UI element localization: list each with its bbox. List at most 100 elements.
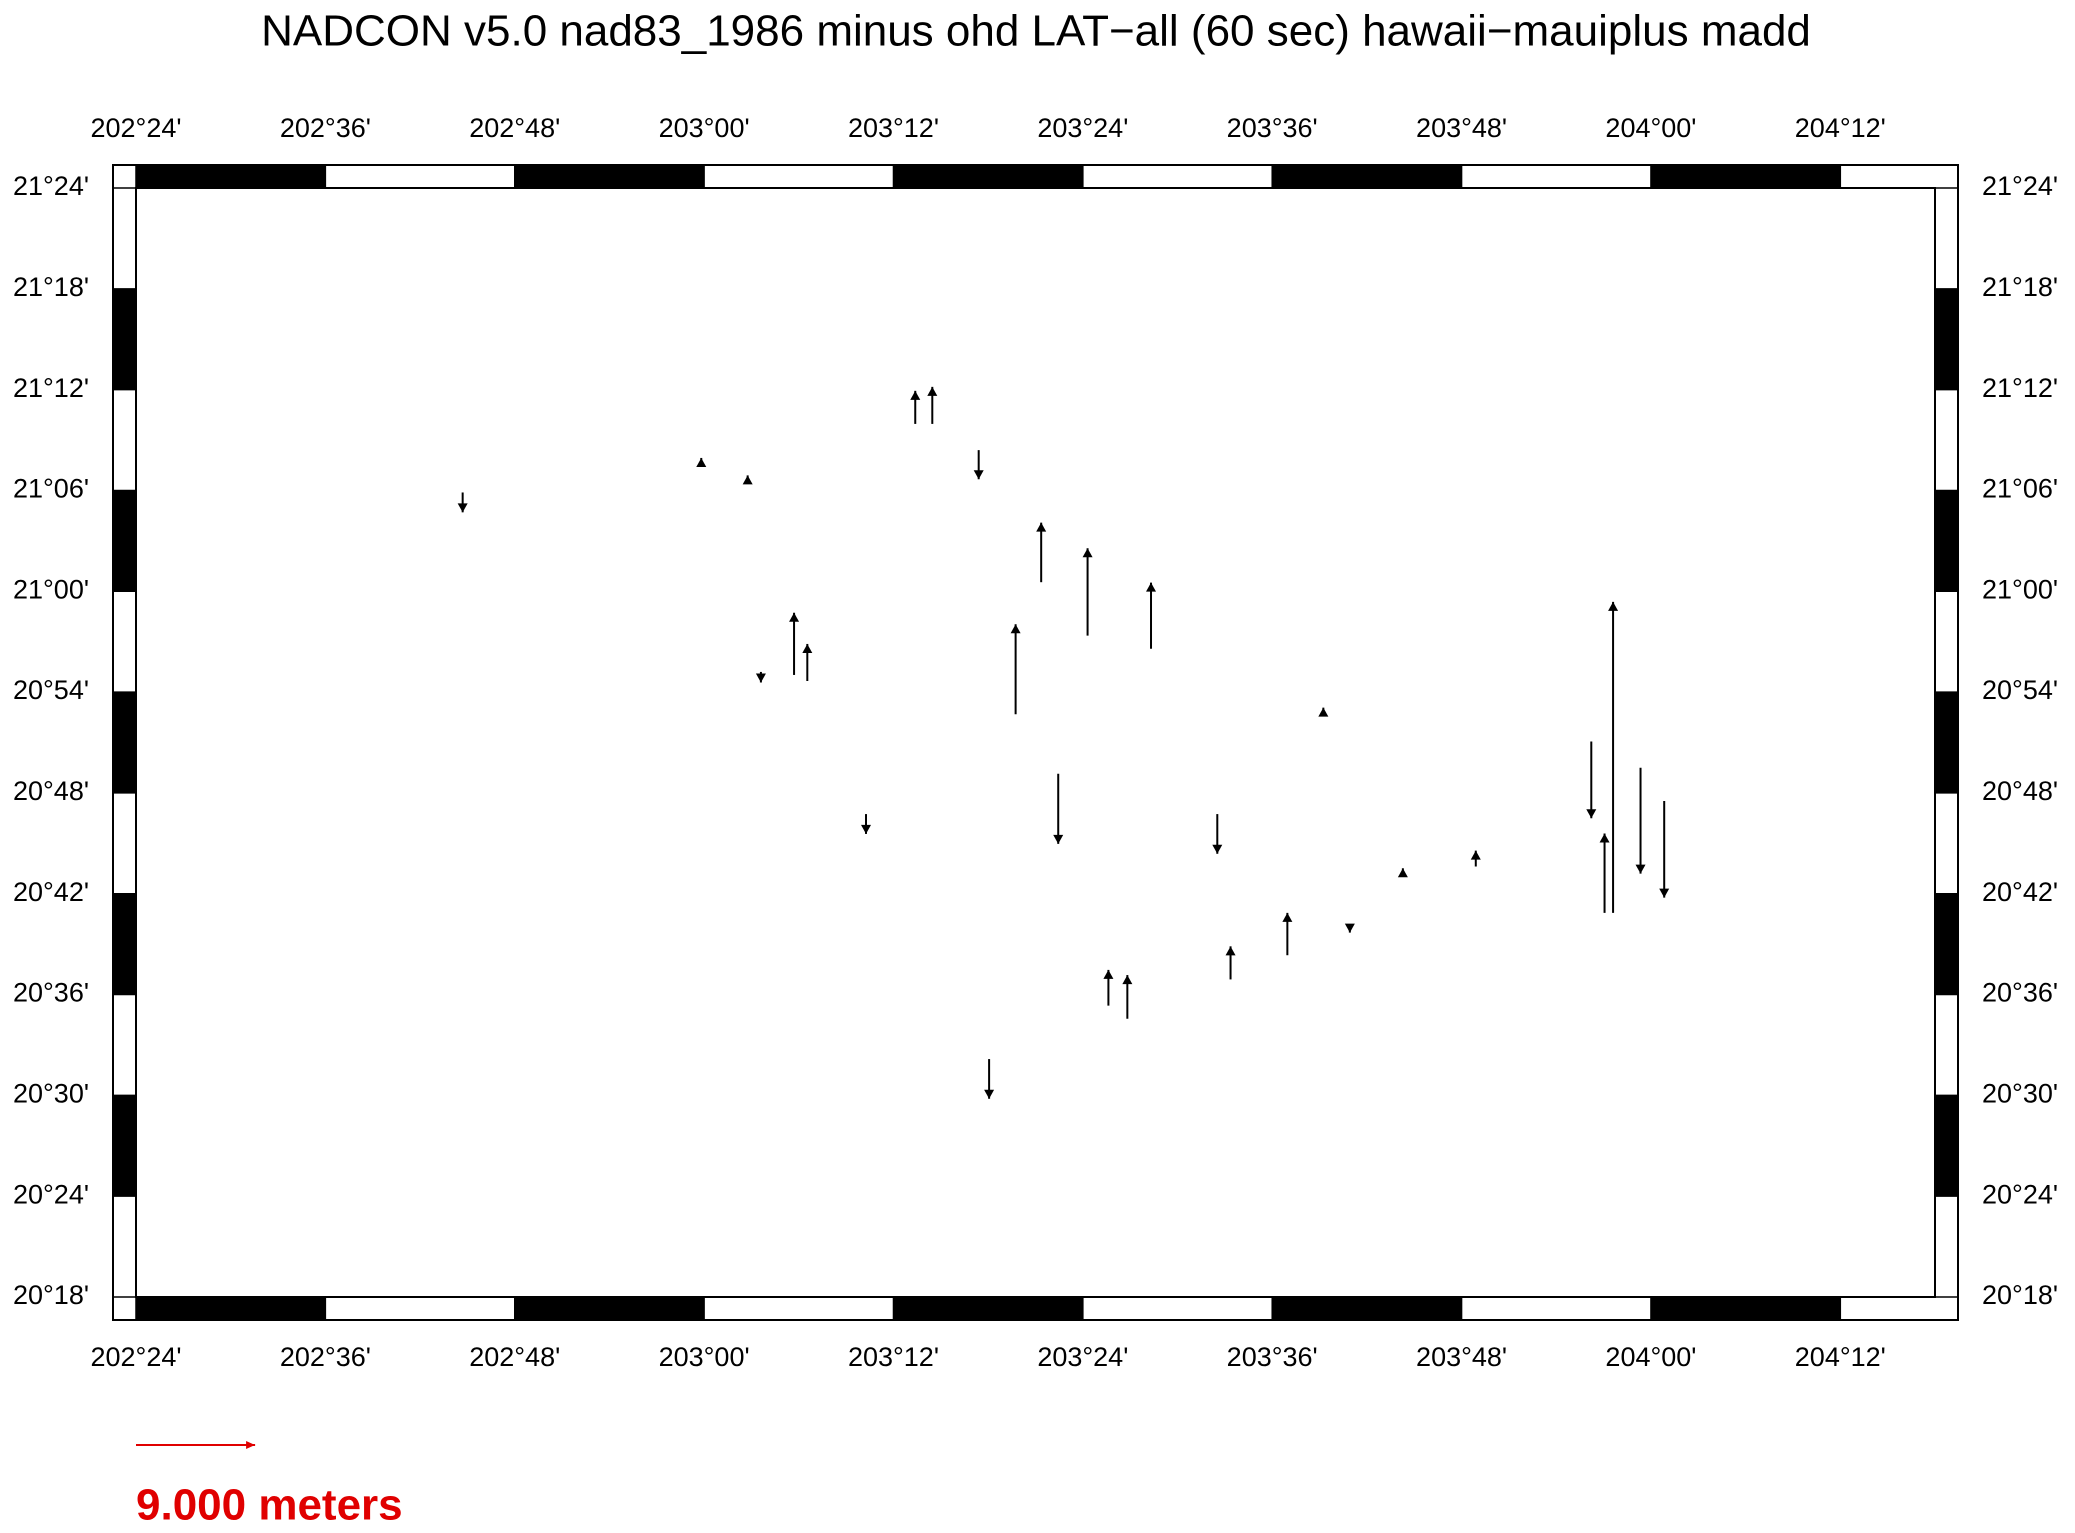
y-tick-label: 21°12' xyxy=(1982,373,2058,403)
vector-head xyxy=(910,390,921,400)
scale-arrow-head xyxy=(246,1441,256,1449)
map-title: NADCON v5.0 nad83_1986 minus ohd LAT−all… xyxy=(261,7,1811,56)
vector-head xyxy=(802,643,813,653)
x-tick-label: 203°24' xyxy=(1037,113,1128,143)
vector-head xyxy=(1599,833,1610,843)
vector-head xyxy=(1282,912,1293,922)
x-tick-label: 203°24' xyxy=(1037,1342,1128,1372)
frame-bar xyxy=(1935,490,1958,592)
vector-head xyxy=(1103,969,1114,979)
vector-head xyxy=(1397,868,1408,878)
frame-bar xyxy=(113,893,136,995)
vector-head xyxy=(1344,923,1355,933)
frame-outer xyxy=(112,164,1959,1321)
frame-bar xyxy=(893,165,1083,188)
frame-bar xyxy=(893,1297,1083,1320)
y-tick-label: 20°30' xyxy=(13,1078,89,1108)
y-tick-label: 21°00' xyxy=(13,574,89,604)
frame-bar xyxy=(113,1095,136,1197)
vector-head xyxy=(973,470,984,480)
y-tick-label: 20°54' xyxy=(1982,675,2058,705)
frame-bar xyxy=(113,490,136,592)
x-tick-label: 203°36' xyxy=(1227,113,1318,143)
vector-head xyxy=(1318,707,1329,717)
frame-bar xyxy=(1272,1297,1462,1320)
x-tick-label: 204°00' xyxy=(1605,1342,1696,1372)
station-vector xyxy=(1053,773,1064,844)
station-vector xyxy=(1318,707,1329,717)
y-tick-label: 20°36' xyxy=(13,978,89,1008)
station-vector xyxy=(1599,833,1610,913)
y-tick-label: 20°48' xyxy=(1982,776,2058,806)
vector-head xyxy=(1036,522,1047,532)
station-vector xyxy=(1082,548,1093,636)
vector-head xyxy=(742,475,753,485)
y-tick-label: 21°06' xyxy=(1982,474,2058,504)
vector-head xyxy=(1082,548,1093,558)
station-vector xyxy=(1344,923,1355,933)
y-tick-label: 21°12' xyxy=(13,373,89,403)
x-tick-label: 204°12' xyxy=(1795,113,1886,143)
y-tick-label: 20°18' xyxy=(13,1280,89,1310)
y-tick-label: 20°18' xyxy=(1982,1280,2058,1310)
station-vector xyxy=(861,814,872,834)
vector-head xyxy=(457,503,468,513)
frame-bar xyxy=(1935,1095,1958,1197)
y-tick-label: 21°00' xyxy=(1982,574,2058,604)
station-vector xyxy=(973,450,984,480)
station-vector xyxy=(1010,624,1021,715)
y-tick-label: 20°30' xyxy=(1982,1078,2058,1108)
x-tick-label: 203°00' xyxy=(659,113,750,143)
vector-head xyxy=(1010,624,1021,634)
station-vector xyxy=(789,612,800,675)
x-tick-label: 202°24' xyxy=(90,113,181,143)
station-vector xyxy=(910,390,921,424)
x-tick-label: 203°36' xyxy=(1227,1342,1318,1372)
vector-head xyxy=(861,824,872,834)
frame-bar xyxy=(514,165,705,188)
frame-bar xyxy=(136,165,326,188)
frame-bar xyxy=(113,288,136,390)
x-tick-label: 202°36' xyxy=(280,1342,371,1372)
station-vector xyxy=(1635,767,1646,874)
station-vector xyxy=(1036,522,1047,583)
station-vector xyxy=(1659,800,1670,898)
frame-bar xyxy=(514,1297,705,1320)
vector-head xyxy=(1635,864,1646,874)
y-tick-label: 20°54' xyxy=(13,675,89,705)
vector-head xyxy=(1659,888,1670,898)
x-tick-label: 204°00' xyxy=(1605,113,1696,143)
x-tick-label: 202°48' xyxy=(469,1342,560,1372)
y-tick-label: 20°24' xyxy=(1982,1179,2058,1209)
y-tick-label: 21°24' xyxy=(13,171,89,201)
frame-bar xyxy=(136,1297,326,1320)
y-tick-label: 21°24' xyxy=(1982,171,2058,201)
x-tick-label: 202°24' xyxy=(90,1342,181,1372)
vector-head xyxy=(789,612,800,622)
map-frame xyxy=(135,187,1936,1298)
vector-head xyxy=(1212,844,1223,854)
station-vector xyxy=(1608,601,1619,913)
x-tick-label: 203°00' xyxy=(659,1342,750,1372)
frame-bar xyxy=(1935,288,1958,390)
station-vector xyxy=(1212,814,1223,854)
vector-head xyxy=(1146,582,1157,592)
x-tick-label: 204°12' xyxy=(1795,1342,1886,1372)
vector-head xyxy=(984,1089,995,1099)
vector-head xyxy=(696,457,707,467)
vector-head xyxy=(1225,946,1236,956)
y-tick-label: 20°48' xyxy=(13,776,89,806)
station-vector xyxy=(927,386,938,424)
station-vector xyxy=(696,457,707,467)
station-vector xyxy=(755,671,766,683)
station-vector xyxy=(1470,850,1481,867)
vector-head xyxy=(1608,601,1619,611)
y-tick-label: 21°06' xyxy=(13,474,89,504)
x-tick-label: 203°12' xyxy=(848,113,939,143)
frame-bar xyxy=(1650,1297,1841,1320)
x-tick-label: 202°36' xyxy=(280,113,371,143)
x-tick-label: 203°48' xyxy=(1416,1342,1507,1372)
station-vector xyxy=(457,492,468,513)
